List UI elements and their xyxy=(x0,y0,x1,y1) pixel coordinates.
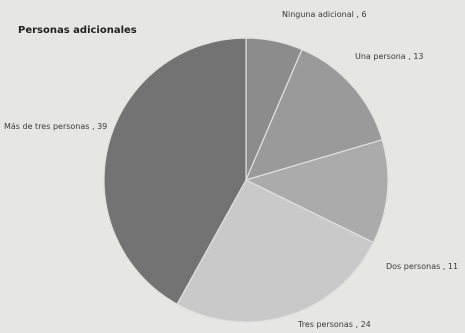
data-label: Ninguna adicional , 6 xyxy=(282,10,367,19)
category-label: Dos personas xyxy=(386,262,440,271)
data-label: Dos personas , 11 xyxy=(386,262,458,271)
pie-slice xyxy=(244,48,383,181)
data-label: Tres personas , 24 xyxy=(297,320,371,329)
chart-title: Personas adicionales xyxy=(18,25,137,36)
label-separator: , xyxy=(406,52,414,61)
category-label: Más de tres personas xyxy=(4,122,89,131)
pie-slice xyxy=(103,37,247,305)
pie-slice xyxy=(244,139,389,244)
value-label: 13 xyxy=(413,52,423,61)
value-label: 6 xyxy=(362,10,367,19)
value-label: 24 xyxy=(361,320,371,329)
value-label: 39 xyxy=(97,122,107,131)
category-label: Ninguna adicional xyxy=(282,10,354,19)
category-label: Una persona xyxy=(355,52,406,61)
category-label: Tres personas xyxy=(297,320,353,329)
data-label: Más de tres personas , 39 xyxy=(4,122,107,131)
label-separator: , xyxy=(440,262,448,271)
value-label: 11 xyxy=(448,262,458,271)
label-separator: , xyxy=(354,10,362,19)
pie-slice xyxy=(176,179,375,323)
data-label: Una persona , 13 xyxy=(355,52,424,61)
label-separator: , xyxy=(353,320,361,329)
label-separator: , xyxy=(89,122,97,131)
